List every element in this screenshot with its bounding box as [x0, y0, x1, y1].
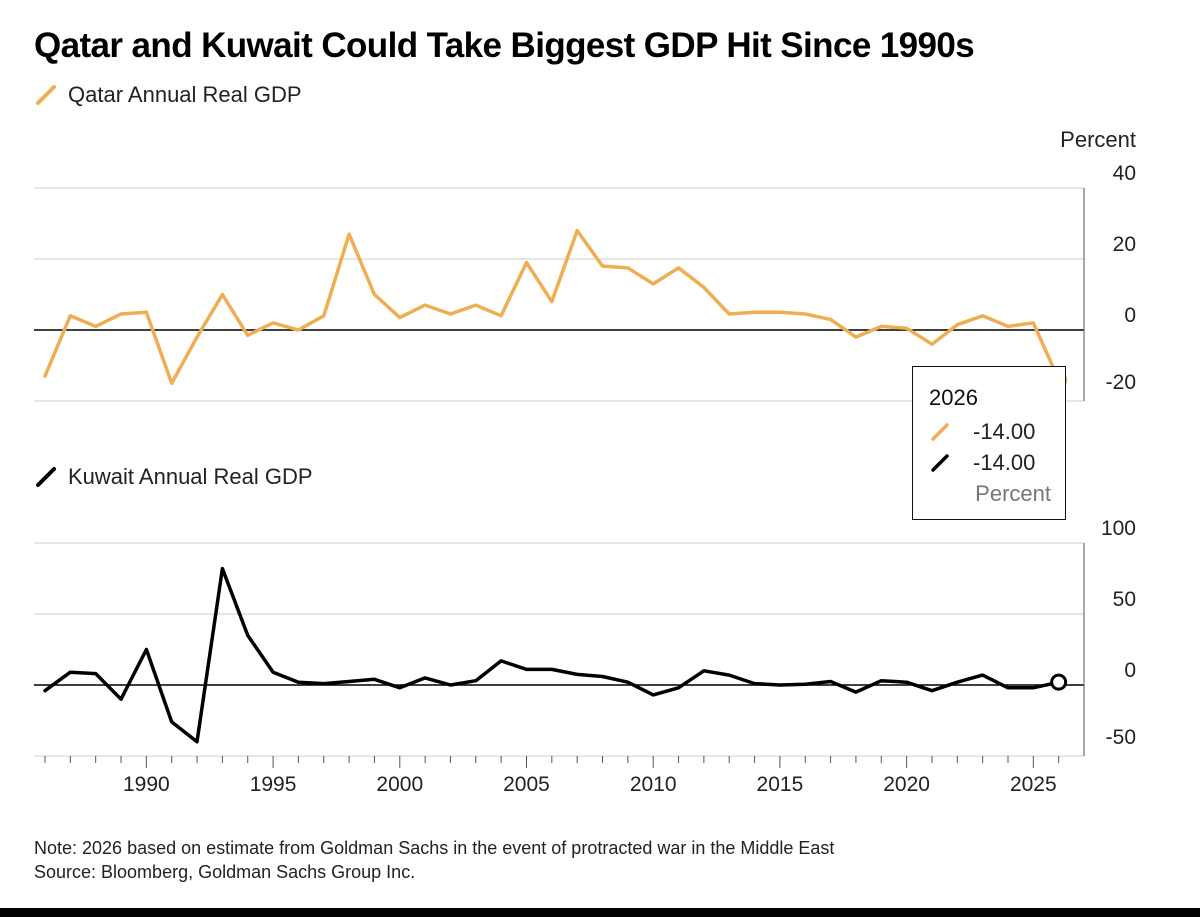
x-tick-label: 2015: [757, 773, 804, 796]
x-tick-label: 2005: [503, 773, 550, 796]
qatar-panel: Percent 40 20 0 -20: [34, 127, 1136, 402]
kuwait-line-icon: [36, 467, 56, 487]
footnote-source: Source: Bloomberg, Goldman Sachs Group I…: [34, 862, 416, 882]
tooltip-kuwait-row: -14.00: [929, 450, 1035, 476]
legend-qatar-label: Qatar Annual Real GDP: [68, 82, 302, 107]
bottom-bar: [0, 908, 1200, 917]
kuwait-series-line: [43, 566, 1061, 744]
legend-kuwait-label: Kuwait Annual Real GDP: [68, 464, 313, 489]
kuwait-line-icon: [931, 454, 949, 472]
x-tick-label: 2025: [1010, 773, 1057, 796]
qatar-line-icon: [931, 423, 949, 441]
chart-title: Qatar and Kuwait Could Take Biggest GDP …: [34, 26, 975, 65]
tooltip-kuwait-value: -14.00: [973, 450, 1036, 475]
footnote-note: Note: 2026 based on estimate from Goldma…: [34, 838, 835, 858]
qatar-y-tick-label: 20: [1113, 233, 1136, 256]
tooltip-qatar-value: -14.00: [973, 419, 1036, 444]
kuwait-panel: 100 50 0 -50: [34, 517, 1136, 757]
tooltip-unit: Percent: [975, 481, 1051, 506]
qatar-y-tick-label: 40: [1113, 162, 1136, 185]
x-tick-label: 2000: [376, 773, 423, 796]
kuwait-y-tick-label: -50: [1106, 726, 1136, 749]
x-tick-label: 2010: [630, 773, 677, 796]
legend-qatar: Qatar Annual Real GDP: [34, 82, 302, 108]
kuwait-y-tick-label: 50: [1113, 588, 1136, 611]
qatar-series-line: [43, 228, 1061, 386]
qatar-unit-label: Percent: [1060, 127, 1136, 152]
tooltip-year: 2026: [929, 385, 978, 410]
qatar-y-tick-label: 0: [1124, 304, 1136, 327]
legend-kuwait: Kuwait Annual Real GDP: [34, 464, 313, 490]
qatar-line-icon: [36, 85, 56, 105]
kuwait-hover-marker[interactable]: [1050, 673, 1068, 691]
x-tick-label: 1990: [123, 773, 170, 796]
kuwait-y-tick-label: 0: [1124, 659, 1136, 682]
hover-tooltip: 2026 -14.00 -14.00 Percent: [912, 366, 1066, 520]
x-tick-label: 2020: [883, 773, 930, 796]
x-tick-label: 1995: [250, 773, 297, 796]
tooltip-qatar-row: -14.00: [929, 419, 1035, 445]
kuwait-y-tick-label: 100: [1101, 517, 1136, 540]
qatar-y-tick-label: -20: [1106, 371, 1136, 394]
x-axis: 1990 1995 2000 2005 2010 2015 2020 2025: [44, 756, 1060, 796]
